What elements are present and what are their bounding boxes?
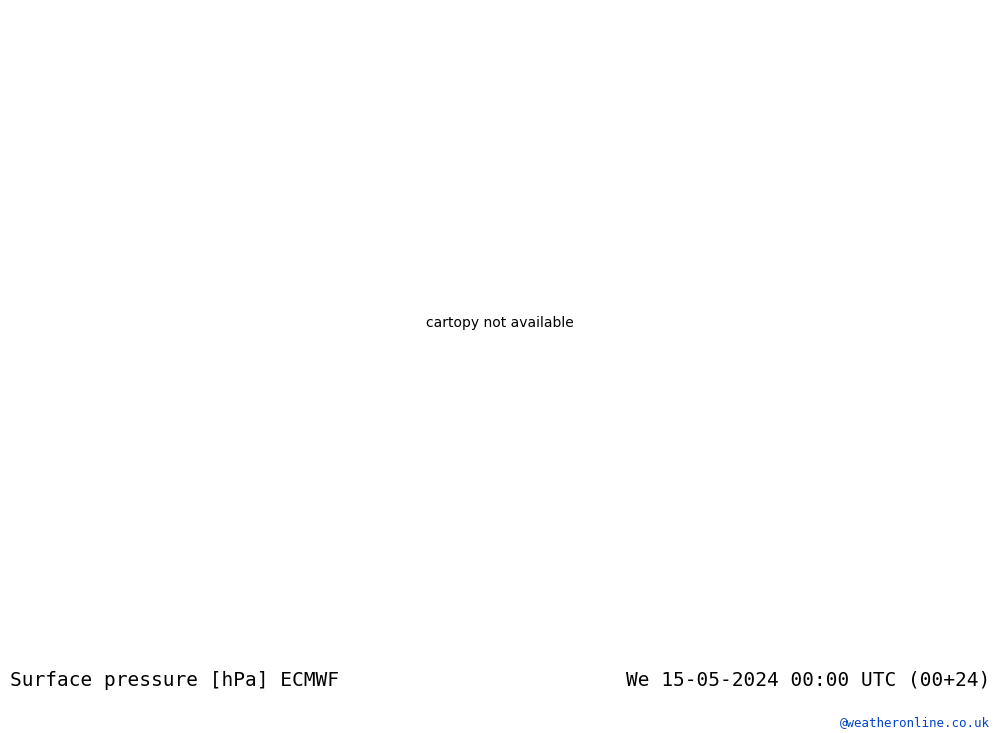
Text: We 15-05-2024 00:00 UTC (00+24): We 15-05-2024 00:00 UTC (00+24) [626, 671, 990, 690]
Text: cartopy not available: cartopy not available [426, 315, 574, 330]
Text: Surface pressure [hPa] ECMWF: Surface pressure [hPa] ECMWF [10, 671, 339, 690]
Text: @weatheronline.co.uk: @weatheronline.co.uk [840, 716, 990, 729]
